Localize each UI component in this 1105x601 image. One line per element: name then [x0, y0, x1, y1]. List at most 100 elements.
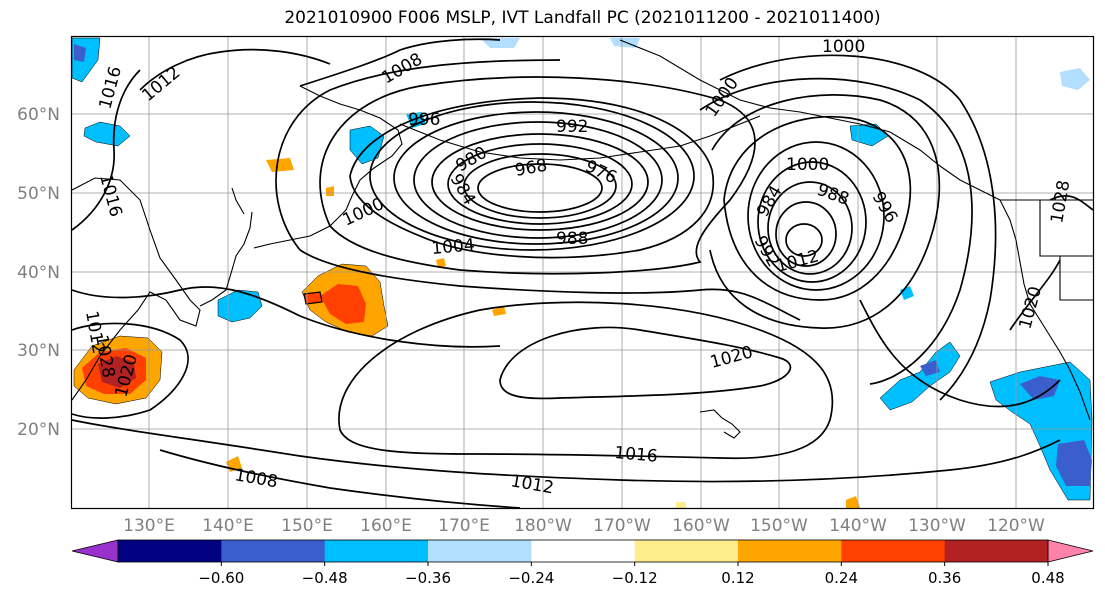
contour-label: 1012 [509, 471, 555, 498]
isobar-1008-east [699, 77, 973, 385]
isobar-1008 [159, 449, 521, 509]
contour-label: 1020 [708, 342, 755, 373]
map-title: 2021010900 F006 MSLP, IVT Landfall PC (2… [284, 8, 881, 28]
isobar-980 [431, 133, 649, 231]
ivt-positive-patch [676, 502, 686, 508]
ivt-positive-patch [436, 258, 446, 268]
lon-label: 180°W [514, 516, 572, 536]
isobar-1000 [319, 76, 756, 275]
contour-label: 996 [408, 110, 440, 130]
contour-label: 1000 [786, 155, 829, 175]
colorbar-segment [841, 540, 946, 562]
japan-coastline [199, 187, 253, 307]
colorbar-segment [118, 540, 222, 562]
contour-label: 1020 [1016, 284, 1047, 331]
isobar-1004-east [709, 94, 941, 329]
ivt-negative-patch [1056, 440, 1092, 486]
isobar-1008-n [299, 38, 501, 87]
ivt-negative-patch [879, 341, 961, 411]
mslp-contours [71, 38, 1094, 509]
ivt-negative-patch [74, 44, 86, 62]
lon-label: 130°W [908, 516, 966, 536]
ivt-negative-patch [1020, 376, 1060, 400]
ivt-positive-patch [266, 158, 294, 172]
contour-label: 1028 [1047, 179, 1074, 225]
colorbar-extend-max [1047, 539, 1094, 563]
isobar-1012-east [719, 54, 997, 401]
lat-label: 20°N [17, 420, 60, 440]
ivt-negative-patch [1060, 68, 1090, 90]
contour-label: 988 [556, 229, 588, 249]
colorbar-segment [221, 540, 326, 562]
contour-label: 1000 [340, 194, 388, 230]
isobar-972 [463, 153, 617, 219]
colorbar-segment [428, 540, 532, 562]
ivt-negative-patch [217, 289, 263, 323]
colorbar-segment [324, 540, 429, 562]
ivt-negative-patch [920, 360, 940, 376]
isobar-988-east [767, 181, 853, 275]
isobar-992-east [757, 161, 867, 283]
ivt-positive-patch [326, 186, 334, 196]
ivt-shading [71, 37, 1093, 508]
isobar-984 [413, 121, 663, 239]
ivt-positive-patch [846, 496, 860, 508]
colorbar-segment [944, 540, 1049, 562]
ivt-negative-patch [83, 121, 131, 147]
isobar-1004 [275, 59, 561, 251]
colorbar-tick-label: −0.60 [198, 569, 244, 587]
colorbar-segment [738, 540, 842, 562]
contour-label: 1012 [138, 63, 184, 106]
colorbar: −0.60 −0.48 −0.36 −0.24 −0.12 0.12 0.24 0.36 0.4… [71, 539, 1094, 587]
lat-label: 40°N [17, 263, 60, 283]
lat-label: 60°N [17, 105, 60, 125]
isobar-1020-west [71, 322, 189, 419]
colorbar-tick-label: −0.12 [612, 569, 658, 587]
colorbar-extend-min [71, 539, 119, 563]
lon-label: 170°W [593, 516, 651, 536]
isobar-1020-high [499, 326, 792, 400]
asia-coastline [71, 177, 201, 401]
lon-label: 140°E [202, 516, 254, 536]
colorbar-tick-label: −0.48 [302, 569, 348, 587]
lat-label: 30°N [17, 341, 60, 361]
ivt-negative-patch [480, 38, 520, 48]
hawaii-islands [699, 409, 741, 439]
isobar-1012-east-high [859, 299, 1061, 408]
isobar-996 [349, 97, 715, 259]
lon-label: 160°E [360, 516, 412, 536]
contour-label: 992 [556, 117, 588, 137]
isobar-992 [369, 101, 695, 251]
colorbar-tick-label: 0.48 [1031, 569, 1064, 587]
isobar-976 [447, 143, 633, 225]
lon-label: 140°W [829, 516, 887, 536]
isobar-1016-high [338, 301, 834, 460]
isobar-984-east [775, 201, 837, 267]
lon-label: 120°W [987, 516, 1045, 536]
isobar-988 [393, 111, 679, 245]
ivt-positive-patch [98, 356, 136, 388]
contour-label: 1000 [822, 37, 865, 57]
alaska-coastline [619, 39, 1001, 201]
map-frame [70, 35, 1095, 510]
isobar-1012-nw [139, 48, 331, 91]
colorbar-tick-label: 0.36 [928, 569, 961, 587]
lon-label: 150°E [281, 516, 333, 536]
contour-label: 1008 [233, 465, 279, 492]
coastlines [71, 39, 1093, 439]
north-america-borders [1000, 199, 1093, 301]
isobar-1028-ne [1049, 195, 1094, 211]
contour-label: 1016 [95, 172, 126, 219]
ivt-positive-patch [492, 306, 506, 316]
isobar-1020-ne [1009, 259, 1061, 331]
colorbar-frame [117, 539, 1049, 563]
north-america-coastline [999, 199, 1091, 421]
colorbar-tick-label: 0.24 [825, 569, 858, 587]
contour-label: 968 [513, 156, 548, 181]
lon-label: 130°E [123, 516, 175, 536]
aleutian-islands [399, 115, 761, 161]
isobar-1004b [299, 249, 801, 321]
ivt-negative-patch [349, 125, 385, 165]
isobar-968 [477, 163, 603, 213]
lon-label: 160°W [672, 516, 730, 536]
